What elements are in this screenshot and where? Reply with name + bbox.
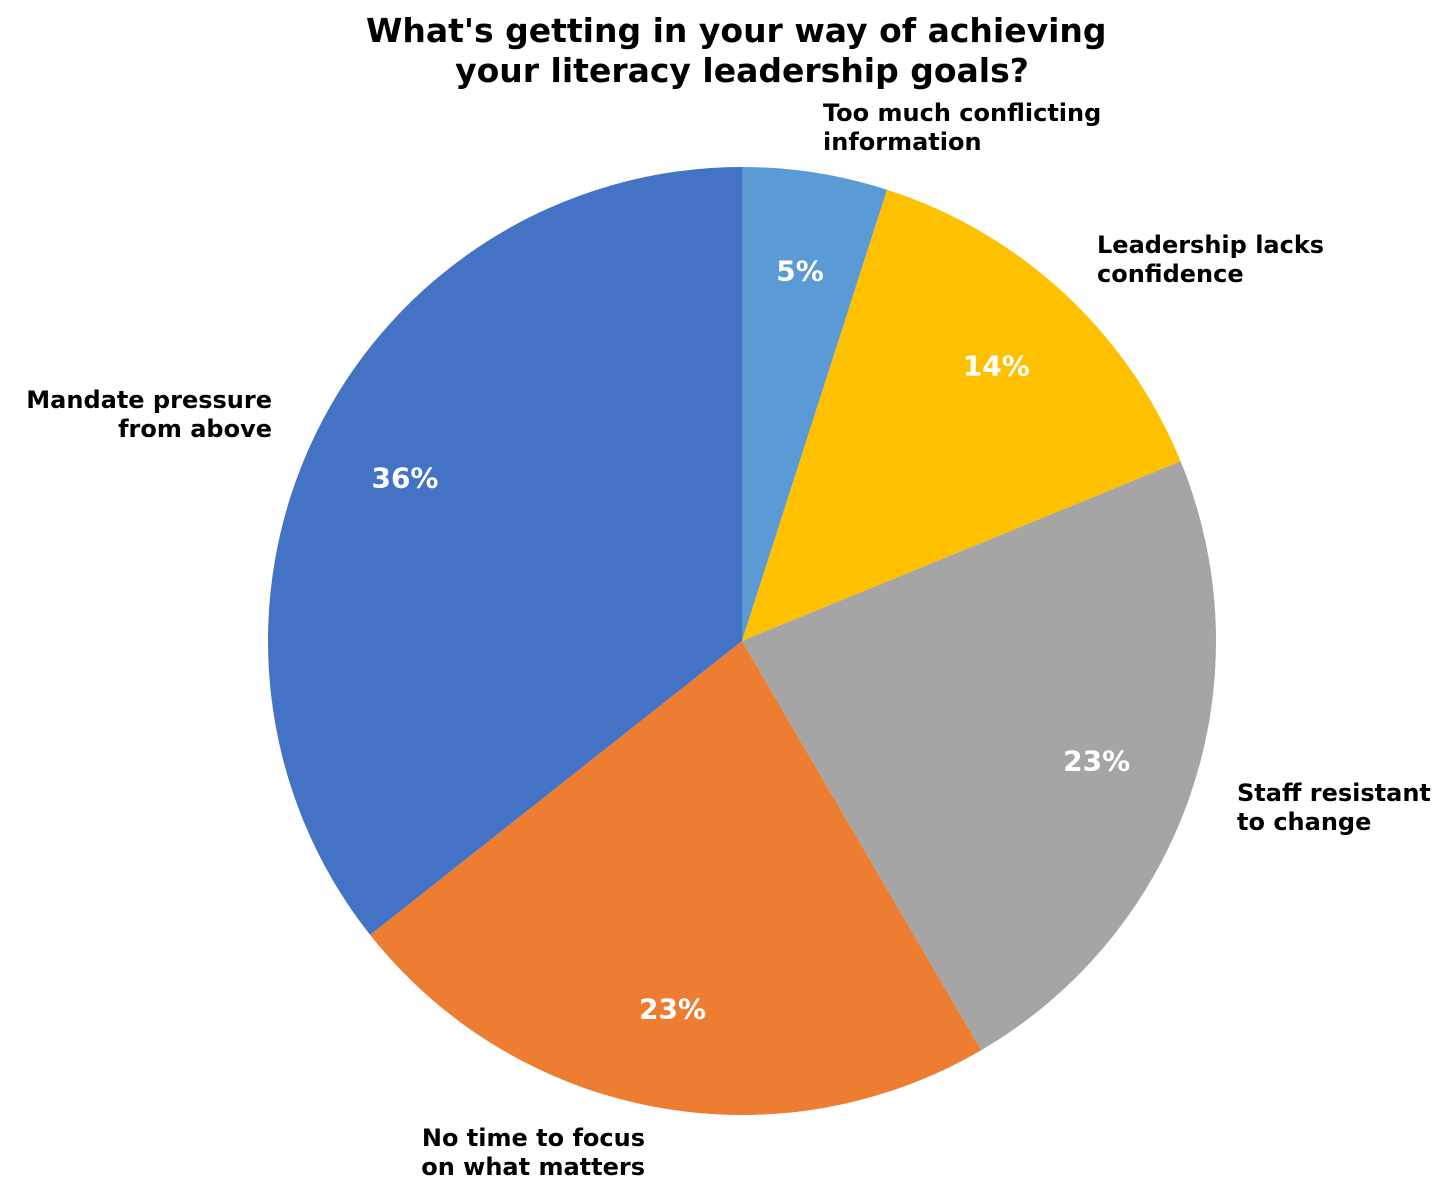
percent-label: 5% [776,255,824,288]
category-label-line: No time to focus [422,1124,645,1152]
category-label: Staff resistant to change [1237,779,1431,836]
category-label-line: from above [118,415,272,443]
category-label: Too much conflicting information [823,99,1101,156]
category-label: Mandate pressure from above [26,386,272,443]
chart-title: What's getting in your way of achieving … [366,11,1118,90]
chart-title-line-2: your literacy leadership goals? [455,51,1029,90]
pie-slice [742,189,1181,641]
pie-slice [268,167,742,935]
category-label-line: Mandate pressure [26,386,272,414]
pie-slice [370,641,982,1115]
pie-slice [742,461,1216,1051]
percent-label: 23% [1063,745,1130,778]
pie-slice [742,167,888,641]
category-labels: Too much conflicting information Leadershi… [26,99,1431,1181]
category-label: No time to focus on what matters [421,1124,645,1181]
category-label-line: Leadership lacks [1097,231,1324,259]
category-label-line: information [823,128,982,156]
percent-label: 23% [639,992,706,1025]
category-label-line: confidence [1097,260,1244,288]
category-label-line: on what matters [421,1153,645,1181]
category-label-line: to change [1237,808,1371,836]
percent-labels: 5% 14% 23% 23% 36% [371,255,1130,1026]
percent-label: 14% [963,350,1030,383]
chart-title-line-1: What's getting in your way of achieving [366,11,1107,50]
percent-label: 36% [371,461,438,494]
category-label-line: Too much conflicting [823,99,1101,127]
category-label: Leadership lacks confidence [1097,231,1324,288]
pie-slices [268,167,1216,1115]
category-label-line: Staff resistant [1237,779,1431,807]
